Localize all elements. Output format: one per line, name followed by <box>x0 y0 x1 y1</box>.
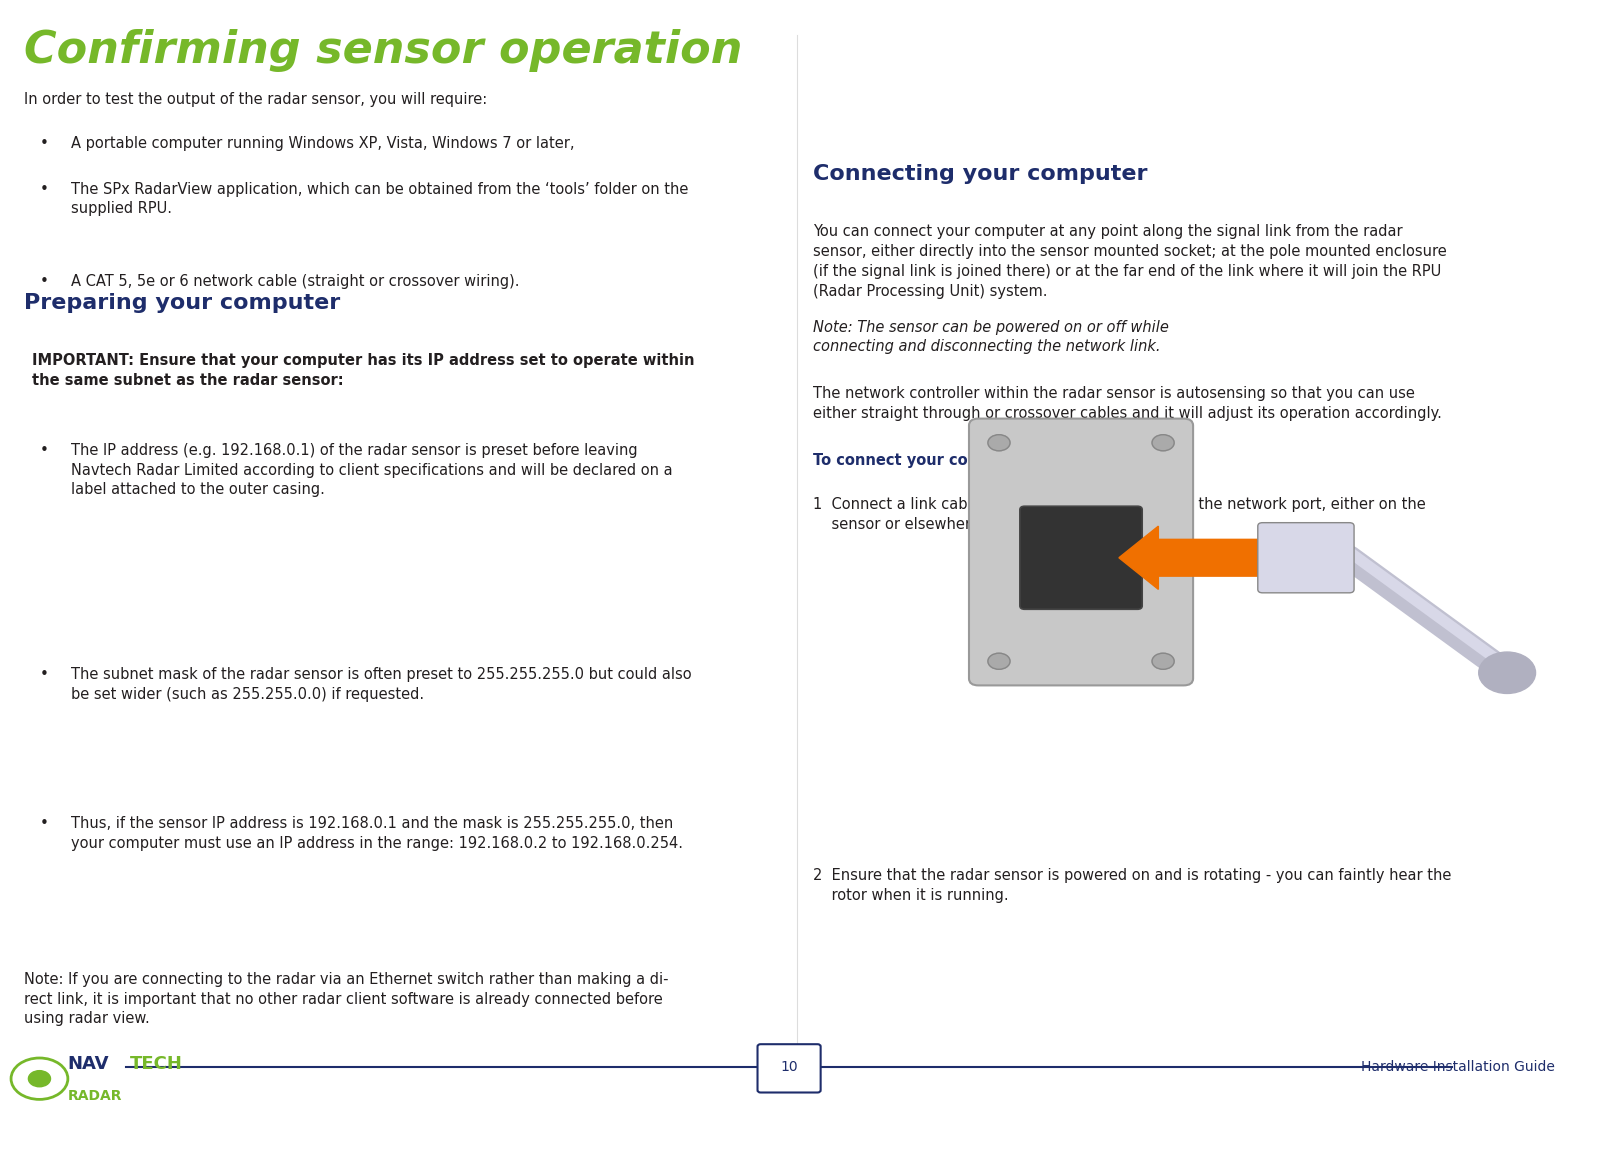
Text: The subnet mask of the radar sensor is often preset to 255.255.255.0 but could a: The subnet mask of the radar sensor is o… <box>71 667 691 702</box>
Text: In order to test the output of the radar sensor, you will require:: In order to test the output of the radar… <box>24 92 487 107</box>
Text: •: • <box>39 136 48 151</box>
Text: You can connect your computer at any point along the signal link from the radar
: You can connect your computer at any poi… <box>814 224 1447 299</box>
Text: A portable computer running Windows XP, Vista, Windows 7 or later,: A portable computer running Windows XP, … <box>71 136 575 151</box>
FancyBboxPatch shape <box>757 1044 820 1092</box>
Text: Thus, if the sensor IP address is 192.168.0.1 and the mask is 255.255.255.0, the: Thus, if the sensor IP address is 192.16… <box>71 816 683 851</box>
Circle shape <box>1152 435 1174 451</box>
Circle shape <box>988 653 1010 669</box>
FancyBboxPatch shape <box>1020 506 1142 610</box>
FancyBboxPatch shape <box>968 419 1194 685</box>
Text: The network controller within the radar sensor is autosensing so that you can us: The network controller within the radar … <box>814 386 1442 421</box>
Circle shape <box>29 1071 50 1087</box>
Text: 10: 10 <box>780 1060 797 1074</box>
Text: Note: The sensor can be powered on or off while
connecting and disconnecting the: Note: The sensor can be powered on or of… <box>814 320 1168 354</box>
Text: The IP address (e.g. 192.168.0.1) of the radar sensor is preset before leaving
N: The IP address (e.g. 192.168.0.1) of the… <box>71 443 673 497</box>
Text: 2  Ensure that the radar sensor is powered on and is rotating - you can faintly : 2 Ensure that the radar sensor is powere… <box>814 868 1452 903</box>
FancyBboxPatch shape <box>1258 522 1355 593</box>
Circle shape <box>988 435 1010 451</box>
Text: A CAT 5, 5e or 6 network cable (straight or crossover wiring).: A CAT 5, 5e or 6 network cable (straight… <box>71 274 519 289</box>
Text: •: • <box>39 274 48 289</box>
Text: Hardware Installation Guide: Hardware Installation Guide <box>1361 1060 1555 1074</box>
Circle shape <box>1479 652 1535 693</box>
Text: Connecting your computer: Connecting your computer <box>814 164 1147 184</box>
Text: NAV: NAV <box>68 1055 110 1073</box>
Text: IMPORTANT: Ensure that your computer has its IP address set to operate within
th: IMPORTANT: Ensure that your computer has… <box>32 353 694 388</box>
Text: 1  Connect a link cable between your computer and the network port, either on th: 1 Connect a link cable between your comp… <box>814 497 1426 531</box>
FancyArrow shape <box>1120 527 1271 589</box>
Text: The SPx RadarView application, which can be obtained from the ‘tools’ folder on : The SPx RadarView application, which can… <box>71 182 688 216</box>
Circle shape <box>1152 653 1174 669</box>
Text: •: • <box>39 816 48 831</box>
Text: Preparing your computer: Preparing your computer <box>24 293 340 313</box>
Text: Confirming sensor operation: Confirming sensor operation <box>24 29 743 71</box>
Text: To connect your computer: To connect your computer <box>814 453 1028 468</box>
Text: •: • <box>39 667 48 682</box>
Text: Note: If you are connecting to the radar via an Ethernet switch rather than maki: Note: If you are connecting to the radar… <box>24 972 669 1026</box>
Text: •: • <box>39 182 48 197</box>
Text: TECH: TECH <box>129 1055 182 1073</box>
Text: RADAR: RADAR <box>68 1089 122 1103</box>
Text: •: • <box>39 443 48 458</box>
